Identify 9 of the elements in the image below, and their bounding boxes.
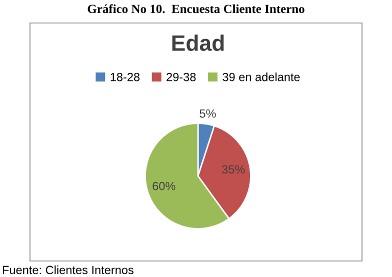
chart-title: Edad (172, 34, 224, 51)
legend-label: 39 en adelante (222, 72, 300, 82)
chart-subtitle: Gráfico No 10. Encuesta Cliente Interno (88, 4, 304, 14)
data-label: 35% (222, 165, 245, 174)
data-label: 5% (200, 109, 216, 118)
source-note: Fuente: Clientes Internos (2, 265, 134, 274)
legend-label: 29-38 (166, 72, 196, 82)
data-label: 60% (152, 182, 176, 190)
legend-label: 18-28 (110, 72, 140, 82)
